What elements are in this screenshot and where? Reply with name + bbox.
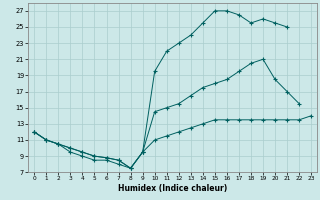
X-axis label: Humidex (Indice chaleur): Humidex (Indice chaleur) <box>118 184 227 193</box>
